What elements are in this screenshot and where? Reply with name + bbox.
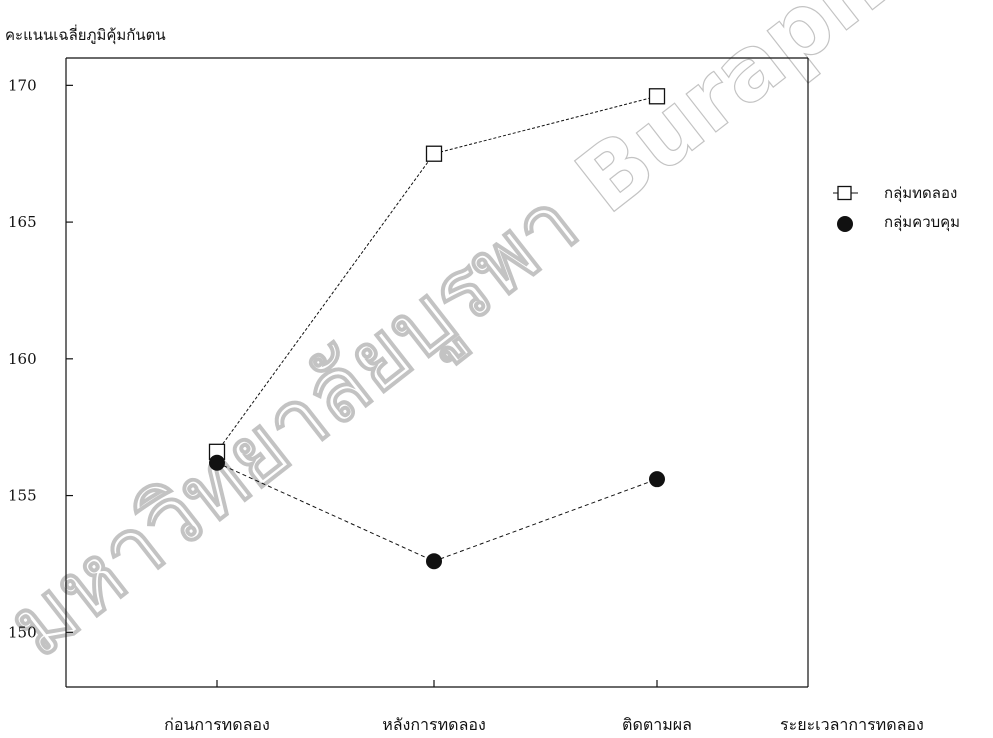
series-layer bbox=[208, 88, 666, 570]
x-axis-title: ระยะเวลาการทดลอง bbox=[780, 715, 924, 734]
data-point-square bbox=[648, 88, 666, 105]
x-axis-ticks: ก่อนการทดลอง หลังการทดลอง ติดตามผล bbox=[164, 680, 692, 734]
y-tick-label: 150 bbox=[8, 623, 37, 641]
data-point-circle bbox=[649, 471, 665, 488]
legend-label: กลุ่มควบคุม bbox=[884, 213, 960, 232]
legend-marker-circle bbox=[837, 216, 853, 232]
y-axis-title: คะแนนเฉลี่ยภูมิคุ้มกันตน bbox=[5, 24, 166, 45]
legend-marker-square bbox=[837, 185, 852, 201]
x-tick-label: หลังการทดลอง bbox=[382, 715, 486, 734]
y-axis-ticks: 150 155 160 165 170 bbox=[8, 76, 73, 641]
watermark-text: มหาวิทยาลัยบูรพา Burapha University bbox=[0, 0, 993, 680]
data-point-circle bbox=[209, 454, 225, 471]
x-tick-label: ติดตามผล bbox=[622, 715, 692, 734]
data-point-square bbox=[425, 145, 443, 162]
plot-frame bbox=[65, 57, 809, 688]
x-tick-label: ก่อนการทดลอง bbox=[164, 715, 270, 734]
data-point-circle bbox=[426, 553, 442, 570]
y-tick-label: 165 bbox=[8, 213, 37, 231]
y-tick-label: 155 bbox=[8, 487, 37, 505]
y-tick-label: 160 bbox=[8, 350, 37, 368]
series-line-1 bbox=[216, 95, 658, 453]
y-tick-label: 170 bbox=[8, 76, 37, 94]
legend-label: กลุ่มทดลอง bbox=[884, 184, 957, 203]
watermark: มหาวิทยาลัยบูรพา Burapha University bbox=[0, 0, 993, 680]
